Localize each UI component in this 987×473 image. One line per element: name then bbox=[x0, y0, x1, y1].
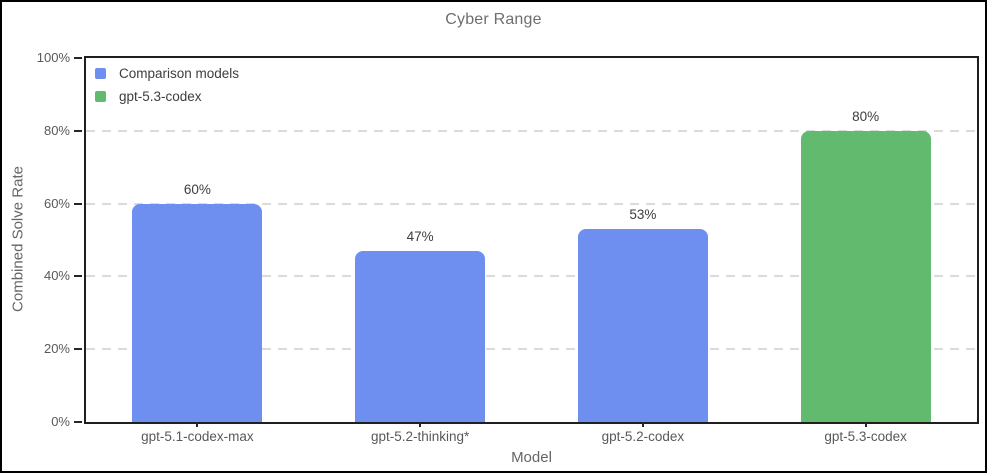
x-tick-label-gpt-5.2-thinking*: gpt-5.2-thinking* bbox=[370, 429, 470, 444]
gridline-80pct bbox=[86, 129, 977, 132]
gridline-60pct bbox=[86, 202, 977, 205]
x-tick-label-gpt-5.2-codex: gpt-5.2-codex bbox=[601, 429, 685, 444]
legend-label: gpt-5.3-codex bbox=[119, 89, 202, 104]
x-tick-label-gpt-5.3-codex: gpt-5.3-codex bbox=[824, 429, 907, 444]
gridline-20pct bbox=[86, 348, 977, 351]
legend-swatch-green-icon bbox=[95, 91, 106, 102]
x-tick-gpt-5.2-thinking* bbox=[419, 422, 422, 427]
y-tick-label-100pct: 100% bbox=[36, 50, 70, 65]
bar-value-label-gpt-5.2-codex: 53% bbox=[629, 207, 657, 223]
y-tick-label-20pct: 20% bbox=[43, 341, 70, 357]
y-tick-label-40pct: 40% bbox=[43, 268, 70, 284]
bar-gpt-5.2-codex bbox=[577, 229, 708, 422]
x-tick-gpt-5.2-codex bbox=[641, 422, 644, 427]
bar-value-label-gpt-5.1-codex-max: 60% bbox=[183, 181, 211, 197]
y-tick-60pct bbox=[74, 202, 82, 205]
y-tick-label-0pct: 0% bbox=[51, 414, 70, 429]
legend-label: Comparison models bbox=[119, 66, 240, 81]
x-tick-label-gpt-5.1-codex-max: gpt-5.1-codex-max bbox=[141, 429, 254, 444]
bar-value-label-gpt-5.2-thinking*: 47% bbox=[406, 228, 434, 244]
y-tick-label-60pct: 60% bbox=[43, 195, 70, 211]
chart-title: Cyber Range bbox=[445, 11, 542, 28]
legend-row-comparison-models: Comparison models bbox=[95, 65, 239, 82]
x-tick-gpt-5.1-codex-max bbox=[196, 422, 199, 427]
plot-area: Comparison models gpt-5.3-codex 60% 47% 53… bbox=[84, 56, 979, 424]
y-tick-0pct bbox=[74, 421, 82, 423]
x-tick-gpt-5.3-codex bbox=[864, 422, 867, 427]
bar-gpt-5.1-codex-max bbox=[132, 203, 263, 422]
x-axis-label: Model bbox=[511, 449, 552, 466]
y-tick-20pct bbox=[74, 348, 82, 351]
y-tick-100pct bbox=[74, 57, 82, 59]
bar-gpt-5.3-codex bbox=[800, 130, 931, 422]
y-tick-80pct bbox=[74, 129, 82, 132]
y-tick-label-80pct: 80% bbox=[43, 122, 70, 138]
y-axis-label: Combined Solve Rate bbox=[9, 166, 27, 312]
gridline-40pct bbox=[86, 275, 977, 278]
legend-swatch-blue-icon bbox=[95, 68, 106, 79]
legend-row-gpt-5-3-codex: gpt-5.3-codex bbox=[95, 88, 239, 105]
legend: Comparison models gpt-5.3-codex bbox=[95, 65, 239, 105]
y-tick-40pct bbox=[74, 275, 82, 278]
bar-value-label-gpt-5.3-codex: 80% bbox=[852, 108, 880, 124]
bar-gpt-5.2-thinking* bbox=[355, 250, 486, 422]
